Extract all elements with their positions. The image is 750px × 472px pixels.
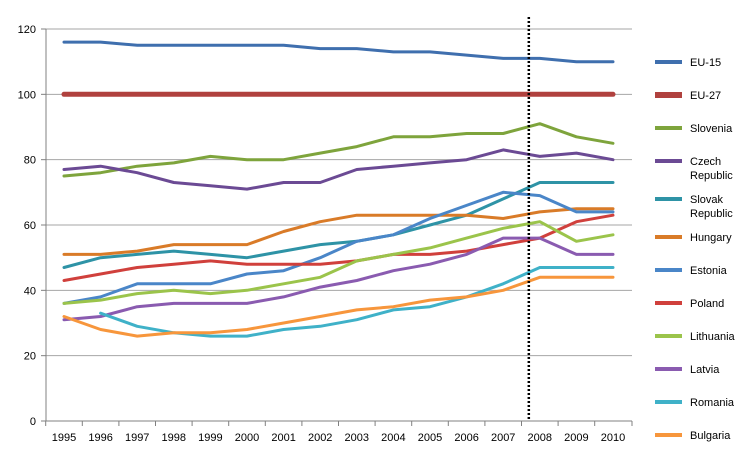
x-tick-label: 1999 (198, 432, 222, 444)
series-line-slovenia (62, 122, 615, 178)
series-line-estonia (62, 190, 615, 305)
legend-label: EU-15 (690, 57, 721, 69)
legend-label: Lithuania (690, 331, 736, 343)
series-line-hungary (62, 207, 615, 256)
x-tick-label: 1996 (88, 432, 112, 444)
x-tick-label: 2009 (564, 432, 588, 444)
x-tick-label: 2010 (601, 432, 625, 444)
series-line-eu-15 (62, 40, 615, 64)
y-tick-label: 60 (24, 220, 36, 232)
x-tick-label: 1997 (125, 432, 149, 444)
y-tick-label: 40 (24, 285, 36, 297)
x-tick-label: 1995 (52, 432, 76, 444)
x-tick-label: 2007 (491, 432, 515, 444)
y-tick-label: 100 (18, 89, 36, 101)
legend-label: Republic (690, 208, 733, 220)
legend-label: EU-27 (690, 90, 721, 102)
x-tick-label: 2008 (528, 432, 552, 444)
legend-label: Czech (690, 156, 721, 168)
legend-label: Slovak (690, 194, 724, 206)
legend-label: Latvia (690, 364, 720, 376)
x-tick-label: 2002 (308, 432, 332, 444)
legend-label: Poland (690, 298, 724, 310)
legend-label: Estonia (690, 265, 728, 277)
x-tick-label: 2003 (345, 432, 369, 444)
x-tick-label: 2005 (418, 432, 442, 444)
x-tick-label: 1998 (162, 432, 186, 444)
series-line-poland (62, 213, 615, 282)
series-line-bulgaria (62, 275, 615, 338)
series-line-lithuania (62, 220, 615, 305)
x-tick-label: 2000 (235, 432, 259, 444)
x-tick-label: 2006 (454, 432, 478, 444)
y-tick-label: 80 (24, 155, 36, 167)
series-line-czech-republic (62, 148, 615, 191)
x-tick-label: 2001 (271, 432, 295, 444)
x-tick-label: 2004 (381, 432, 405, 444)
series-line-slovak-republic (62, 181, 615, 269)
legend-label: Romania (690, 397, 735, 409)
legend-label: Hungary (690, 232, 732, 244)
series-line-latvia (62, 236, 615, 322)
legend-label: Bulgaria (690, 430, 731, 442)
legend-label: Slovenia (690, 123, 733, 135)
y-tick-label: 20 (24, 351, 36, 363)
y-tick-label: 120 (18, 24, 36, 36)
legend-label: Republic (690, 170, 733, 182)
y-tick-label: 0 (30, 416, 36, 428)
